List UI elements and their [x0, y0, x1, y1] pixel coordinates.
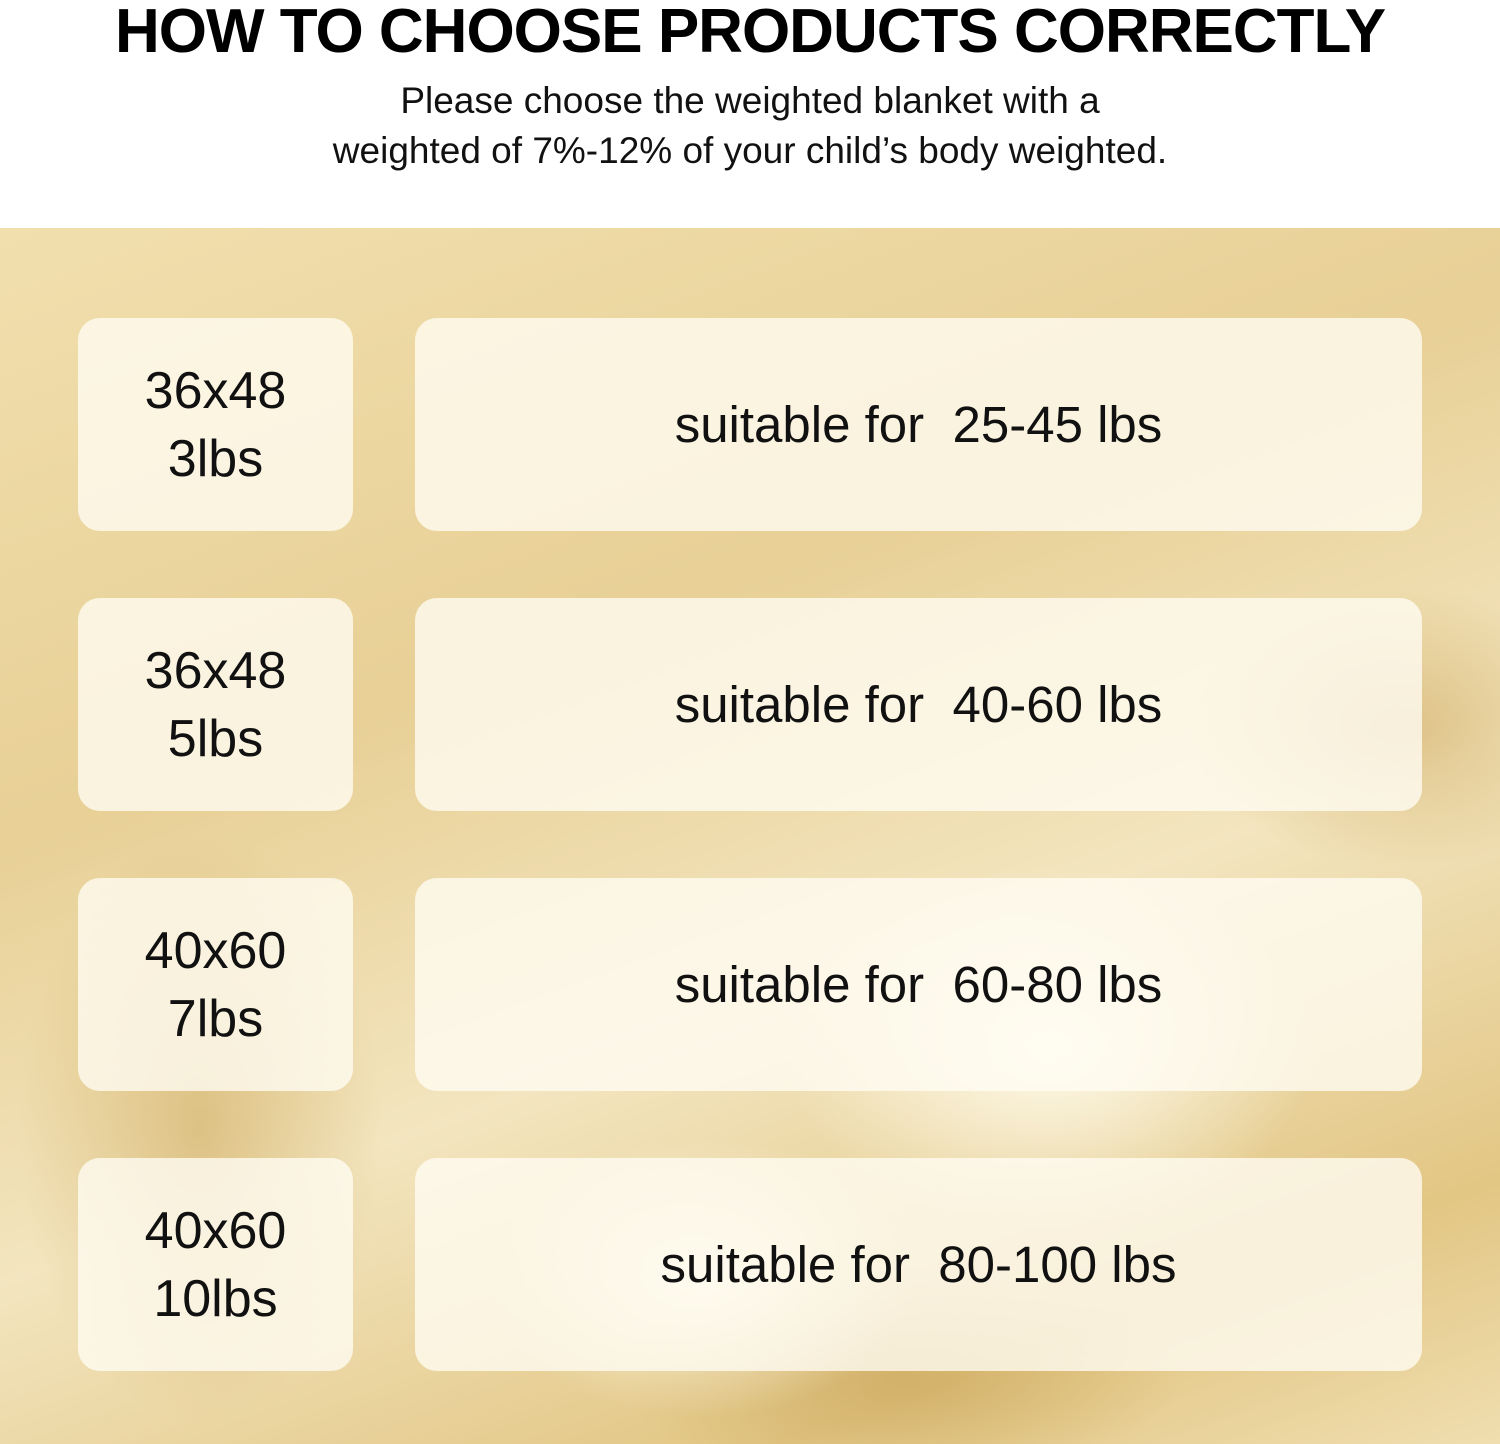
suitable-label: suitable for 40-60 lbs: [674, 676, 1163, 733]
subtitle-line-1: Please choose the weighted blanket with …: [400, 80, 1100, 121]
size-label: 40x60: [144, 921, 287, 980]
weight-label: 3lbs: [167, 429, 264, 488]
suitable-label: suitable for 80-100 lbs: [660, 1236, 1177, 1293]
size-card: 36x48 3lbs: [78, 318, 353, 531]
suitable-label: suitable for 60-80 lbs: [674, 956, 1163, 1013]
size-label: 40x60: [144, 1201, 287, 1260]
suitable-card: suitable for 60-80 lbs: [415, 878, 1422, 1091]
size-card: 40x60 7lbs: [78, 878, 353, 1091]
weight-label: 7lbs: [167, 989, 264, 1048]
suitable-card: suitable for 40-60 lbs: [415, 598, 1422, 811]
page-title: HOW TO CHOOSE PRODUCTS CORRECTLY: [114, 0, 1386, 66]
size-label: 36x48: [144, 641, 287, 700]
suitable-label: suitable for 25-45 lbs: [674, 396, 1163, 453]
size-label: 36x48: [144, 361, 287, 420]
weight-label: 5lbs: [167, 709, 264, 768]
weight-label: 10lbs: [153, 1269, 278, 1328]
size-card: 36x48 5lbs: [78, 598, 353, 811]
subtitle-line-2: weighted of 7%-12% of your child’s body …: [332, 130, 1168, 171]
size-card: 40x60 10lbs: [78, 1158, 353, 1371]
suitable-card: suitable for 25-45 lbs: [415, 318, 1422, 531]
suitable-card: suitable for 80-100 lbs: [415, 1158, 1422, 1371]
